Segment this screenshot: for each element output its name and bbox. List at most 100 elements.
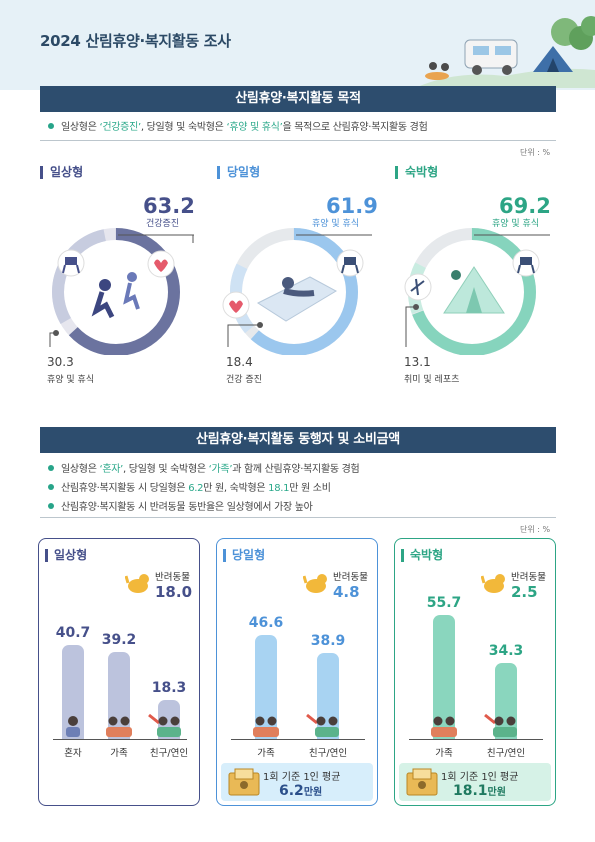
bullet-highlight: ‘건강증진’	[99, 122, 141, 133]
bar-value: 46.6	[248, 615, 284, 631]
bar-family	[433, 615, 455, 739]
bullet-text: 산림휴양·복지활동 시 당일형은	[61, 483, 189, 494]
bullet-dot	[48, 484, 54, 490]
dog-icon	[481, 574, 505, 593]
friends-icon	[148, 713, 181, 737]
card-title: 숙박형	[401, 549, 443, 562]
section-companion-title: 산림휴양·복지활동 동행자 및 소비금액	[40, 427, 556, 453]
bullet-text: , 당일형 및 숙박형은	[140, 122, 227, 133]
pet-label: 반려동물	[155, 572, 190, 583]
bullet-dot	[48, 503, 54, 509]
section-purpose-title: 산림휴양·복지활동 목적	[40, 86, 556, 112]
minor-label-daily: 휴양 및 휴식	[47, 375, 95, 385]
bullet-dot	[48, 465, 54, 471]
divider	[40, 140, 556, 141]
bullet-text: 만 원, 숙박형은	[203, 483, 269, 494]
bullet-highlight: ‘가족’	[208, 464, 233, 475]
minor-value-day-trip: 18.4	[226, 355, 253, 369]
x-label: 친구/연인	[486, 748, 526, 759]
dog-icon	[303, 574, 327, 593]
bullet-text: , 당일형 및 숙박형은	[123, 464, 209, 475]
bullet-text: 과 함께 산림휴양·복지활동 경험	[232, 464, 360, 475]
baseline	[231, 739, 365, 740]
page-title: 2024 산림휴양·복지활동 조사	[40, 32, 231, 50]
type-label-overnight: 숙박형	[395, 166, 438, 179]
person-icon	[66, 716, 80, 737]
main-value-overnight: 69.2	[499, 194, 551, 218]
main-label-daily: 건강증진	[146, 219, 180, 229]
x-label: 친구/연인	[149, 748, 189, 759]
bullet-highlight: ‘혼자’	[99, 464, 124, 475]
donut-daily	[49, 228, 194, 355]
type-label-day-trip: 당일형	[217, 166, 260, 179]
minor-value-overnight: 13.1	[404, 355, 431, 369]
wallet-icon	[406, 768, 438, 796]
companion-bullet-3: 산림휴양·복지활동 시 반려동물 동반율은 일상형에서 가장 높아	[48, 498, 313, 513]
spend-amount: 18.1	[453, 783, 488, 799]
purpose-bullet: 일상형은 ‘건강증진’, 당일형 및 숙박형은 ‘휴양 및 휴식’을 목적으로 …	[48, 118, 428, 133]
card-title: 당일형	[223, 549, 265, 562]
main-value-day-trip: 61.9	[326, 194, 378, 218]
bullet-text: 산림휴양·복지활동 시 반려동물 동반율은 일상형에서 가장 높아	[61, 502, 313, 513]
pet-label: 반려동물	[511, 572, 546, 583]
main-label-day-trip: 휴양 및 휴식	[312, 219, 360, 229]
friends-icon	[306, 713, 339, 737]
bullet-text: 일상형은	[61, 122, 100, 133]
donut-day-trip	[222, 228, 372, 355]
donut-overnight	[404, 228, 550, 355]
dog-icon	[125, 574, 149, 593]
divider	[40, 517, 556, 518]
pet-value: 4.8	[333, 583, 360, 601]
minor-value-daily: 30.3	[47, 355, 74, 369]
companion-bullet-2: 산림휴양·복지활동 시 당일형은 6.2만 원, 숙박형은 18.1만 원 소비	[48, 479, 331, 494]
x-label: 가족	[435, 748, 453, 759]
baseline	[53, 739, 187, 740]
bullet-highlight: 18.1	[268, 483, 290, 494]
companion-bullet-1: 일상형은 ‘혼자’, 당일형 및 숙박형은 ‘가족’과 함께 산림휴양·복지활동…	[48, 460, 360, 475]
family-icon	[106, 716, 132, 737]
spend-unit: 만원	[303, 787, 323, 798]
bullet-highlight: ‘휴양 및 휴식’	[226, 122, 283, 133]
card-overnight: 숙박형 반려동물 2.5 55.7 34.3 가족 친구/연인 1회 기준 1인…	[394, 538, 556, 806]
baseline	[409, 739, 543, 740]
bullet-text: 일상형은	[61, 464, 100, 475]
card-daily: 일상형 반려동물 18.0 40.7 39.2 18.3 혼자 가족 친구/연인	[38, 538, 200, 806]
bar-value: 18.3	[151, 680, 187, 696]
spend-unit: 만원	[487, 787, 506, 798]
bar-alone	[62, 645, 84, 739]
bar-value: 55.7	[426, 595, 462, 611]
unit-label: 단위 : %	[520, 148, 551, 157]
spend-label: 1회 기준 1인 평균	[441, 772, 519, 783]
pet-label: 반려동물	[333, 572, 368, 583]
minor-label-day-trip: 건강 증진	[226, 375, 262, 385]
bar-value: 40.7	[55, 625, 91, 641]
type-label-daily: 일상형	[40, 166, 83, 179]
friends-icon	[484, 713, 517, 737]
bullet-highlight: 6.2	[188, 483, 204, 494]
bullet-text: 을 목적으로 산림휴양·복지활동 경험	[282, 122, 428, 133]
card-day-trip: 당일형 반려동물 4.8 46.6 38.9 가족 친구/연인 1회 기준 1인…	[216, 538, 378, 806]
minor-label-overnight: 취미 및 레포츠	[404, 375, 460, 385]
bar-family	[255, 635, 277, 739]
main-label-overnight: 휴양 및 휴식	[492, 219, 540, 229]
spend-amount: 6.2	[279, 783, 304, 799]
x-label: 가족	[110, 748, 128, 759]
bullet-dot	[48, 123, 54, 129]
spend-value: 6.2만원	[279, 783, 322, 799]
bullet-text: 만 원 소비	[289, 483, 331, 494]
spend-label: 1회 기준 1인 평균	[263, 772, 341, 783]
x-label: 가족	[257, 748, 275, 759]
wallet-icon	[228, 768, 260, 796]
family-icon	[253, 716, 279, 737]
bar-value: 38.9	[310, 633, 346, 649]
x-label: 혼자	[64, 748, 82, 759]
x-label: 친구/연인	[308, 748, 348, 759]
unit-label: 단위 : %	[520, 525, 551, 534]
camping-illustration	[415, 16, 595, 88]
bar-value: 34.3	[488, 643, 524, 659]
bar-value: 39.2	[101, 632, 137, 648]
card-title: 일상형	[45, 549, 87, 562]
pet-value: 2.5	[511, 583, 538, 601]
family-icon	[431, 716, 457, 737]
main-value-daily: 63.2	[143, 194, 195, 218]
